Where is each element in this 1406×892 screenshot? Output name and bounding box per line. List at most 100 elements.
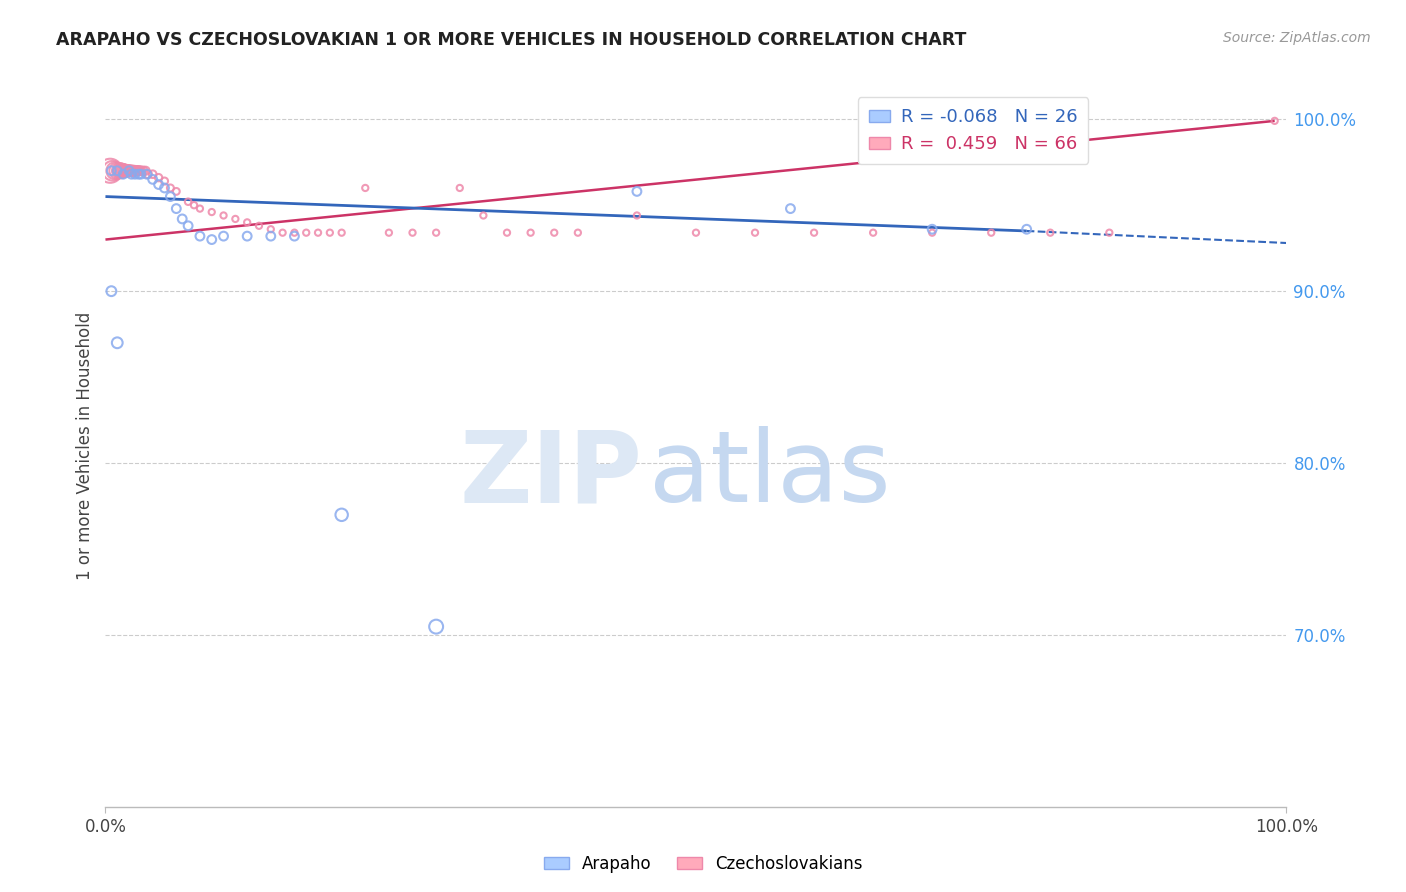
Point: [247, 219, 270, 233]
Point: [117, 163, 139, 178]
Point: [183, 198, 205, 212]
Point: [128, 163, 150, 178]
Point: [142, 167, 165, 181]
Point: [188, 229, 211, 244]
Point: [212, 209, 235, 223]
Point: [188, 202, 211, 216]
Point: [779, 202, 801, 216]
Point: [472, 209, 495, 223]
Point: [201, 205, 224, 219]
Point: [567, 226, 589, 240]
Text: ZIP: ZIP: [460, 426, 643, 524]
Point: [124, 163, 146, 178]
Point: [128, 163, 150, 178]
Point: [121, 163, 143, 178]
Point: [425, 226, 447, 240]
Point: [1015, 222, 1038, 236]
Point: [330, 508, 353, 522]
Point: [105, 163, 128, 178]
Point: [104, 163, 127, 178]
Point: [120, 163, 142, 178]
Point: [110, 163, 132, 178]
Point: [260, 229, 283, 244]
Point: [165, 185, 187, 199]
Point: [120, 163, 142, 178]
Point: [125, 163, 148, 178]
Point: [519, 226, 541, 240]
Point: [177, 219, 200, 233]
Text: atlas: atlas: [648, 426, 890, 524]
Point: [148, 170, 170, 185]
Text: Source: ZipAtlas.com: Source: ZipAtlas.com: [1223, 31, 1371, 45]
Point: [626, 185, 648, 199]
Point: [135, 167, 157, 181]
Point: [118, 163, 141, 178]
Point: [201, 233, 224, 247]
Point: [112, 163, 135, 178]
Point: [862, 226, 884, 240]
Point: [112, 163, 135, 178]
Point: [330, 226, 353, 240]
Point: [260, 222, 283, 236]
Point: [115, 163, 138, 178]
Point: [100, 284, 122, 298]
Point: [105, 163, 128, 178]
Point: [177, 194, 200, 209]
Point: [425, 620, 447, 634]
Point: [159, 181, 181, 195]
Point: [283, 229, 305, 244]
Point: [124, 167, 146, 181]
Point: [354, 181, 377, 195]
Point: [744, 226, 766, 240]
Point: [224, 211, 246, 226]
Legend: R = -0.068   N = 26, R =  0.459   N = 66: R = -0.068 N = 26, R = 0.459 N = 66: [858, 97, 1088, 164]
Point: [685, 226, 707, 240]
Point: [108, 163, 131, 178]
Point: [153, 174, 176, 188]
Point: [921, 226, 943, 240]
Point: [105, 335, 128, 350]
Point: [803, 226, 825, 240]
Point: [111, 163, 134, 178]
Point: [378, 226, 401, 240]
Point: [129, 167, 152, 181]
Point: [543, 226, 565, 240]
Point: [295, 226, 318, 240]
Point: [101, 163, 124, 178]
Point: [129, 163, 152, 178]
Point: [980, 226, 1002, 240]
Point: [135, 163, 157, 178]
Point: [236, 229, 259, 244]
Point: [626, 209, 648, 223]
Point: [236, 215, 259, 229]
Point: [112, 167, 135, 181]
Point: [100, 163, 122, 178]
Point: [148, 178, 170, 192]
Point: [159, 189, 181, 203]
Point: [122, 163, 145, 178]
Point: [118, 163, 141, 178]
Point: [120, 167, 142, 181]
Point: [307, 226, 329, 240]
Point: [271, 226, 294, 240]
Point: [1098, 226, 1121, 240]
Point: [172, 211, 194, 226]
Point: [401, 226, 423, 240]
Point: [127, 163, 149, 178]
Point: [98, 163, 121, 178]
Point: [153, 181, 176, 195]
Point: [283, 226, 305, 240]
Point: [319, 226, 342, 240]
Point: [142, 172, 165, 186]
Point: [212, 229, 235, 244]
Y-axis label: 1 or more Vehicles in Household: 1 or more Vehicles in Household: [76, 312, 94, 580]
Point: [1039, 226, 1062, 240]
Point: [1264, 113, 1286, 128]
Point: [496, 226, 519, 240]
Point: [132, 163, 155, 178]
Point: [165, 202, 187, 216]
Point: [449, 181, 471, 195]
Text: ARAPAHO VS CZECHOSLOVAKIAN 1 OR MORE VEHICLES IN HOUSEHOLD CORRELATION CHART: ARAPAHO VS CZECHOSLOVAKIAN 1 OR MORE VEH…: [56, 31, 966, 49]
Point: [114, 163, 136, 178]
Legend: Arapaho, Czechoslovakians: Arapaho, Czechoslovakians: [537, 848, 869, 880]
